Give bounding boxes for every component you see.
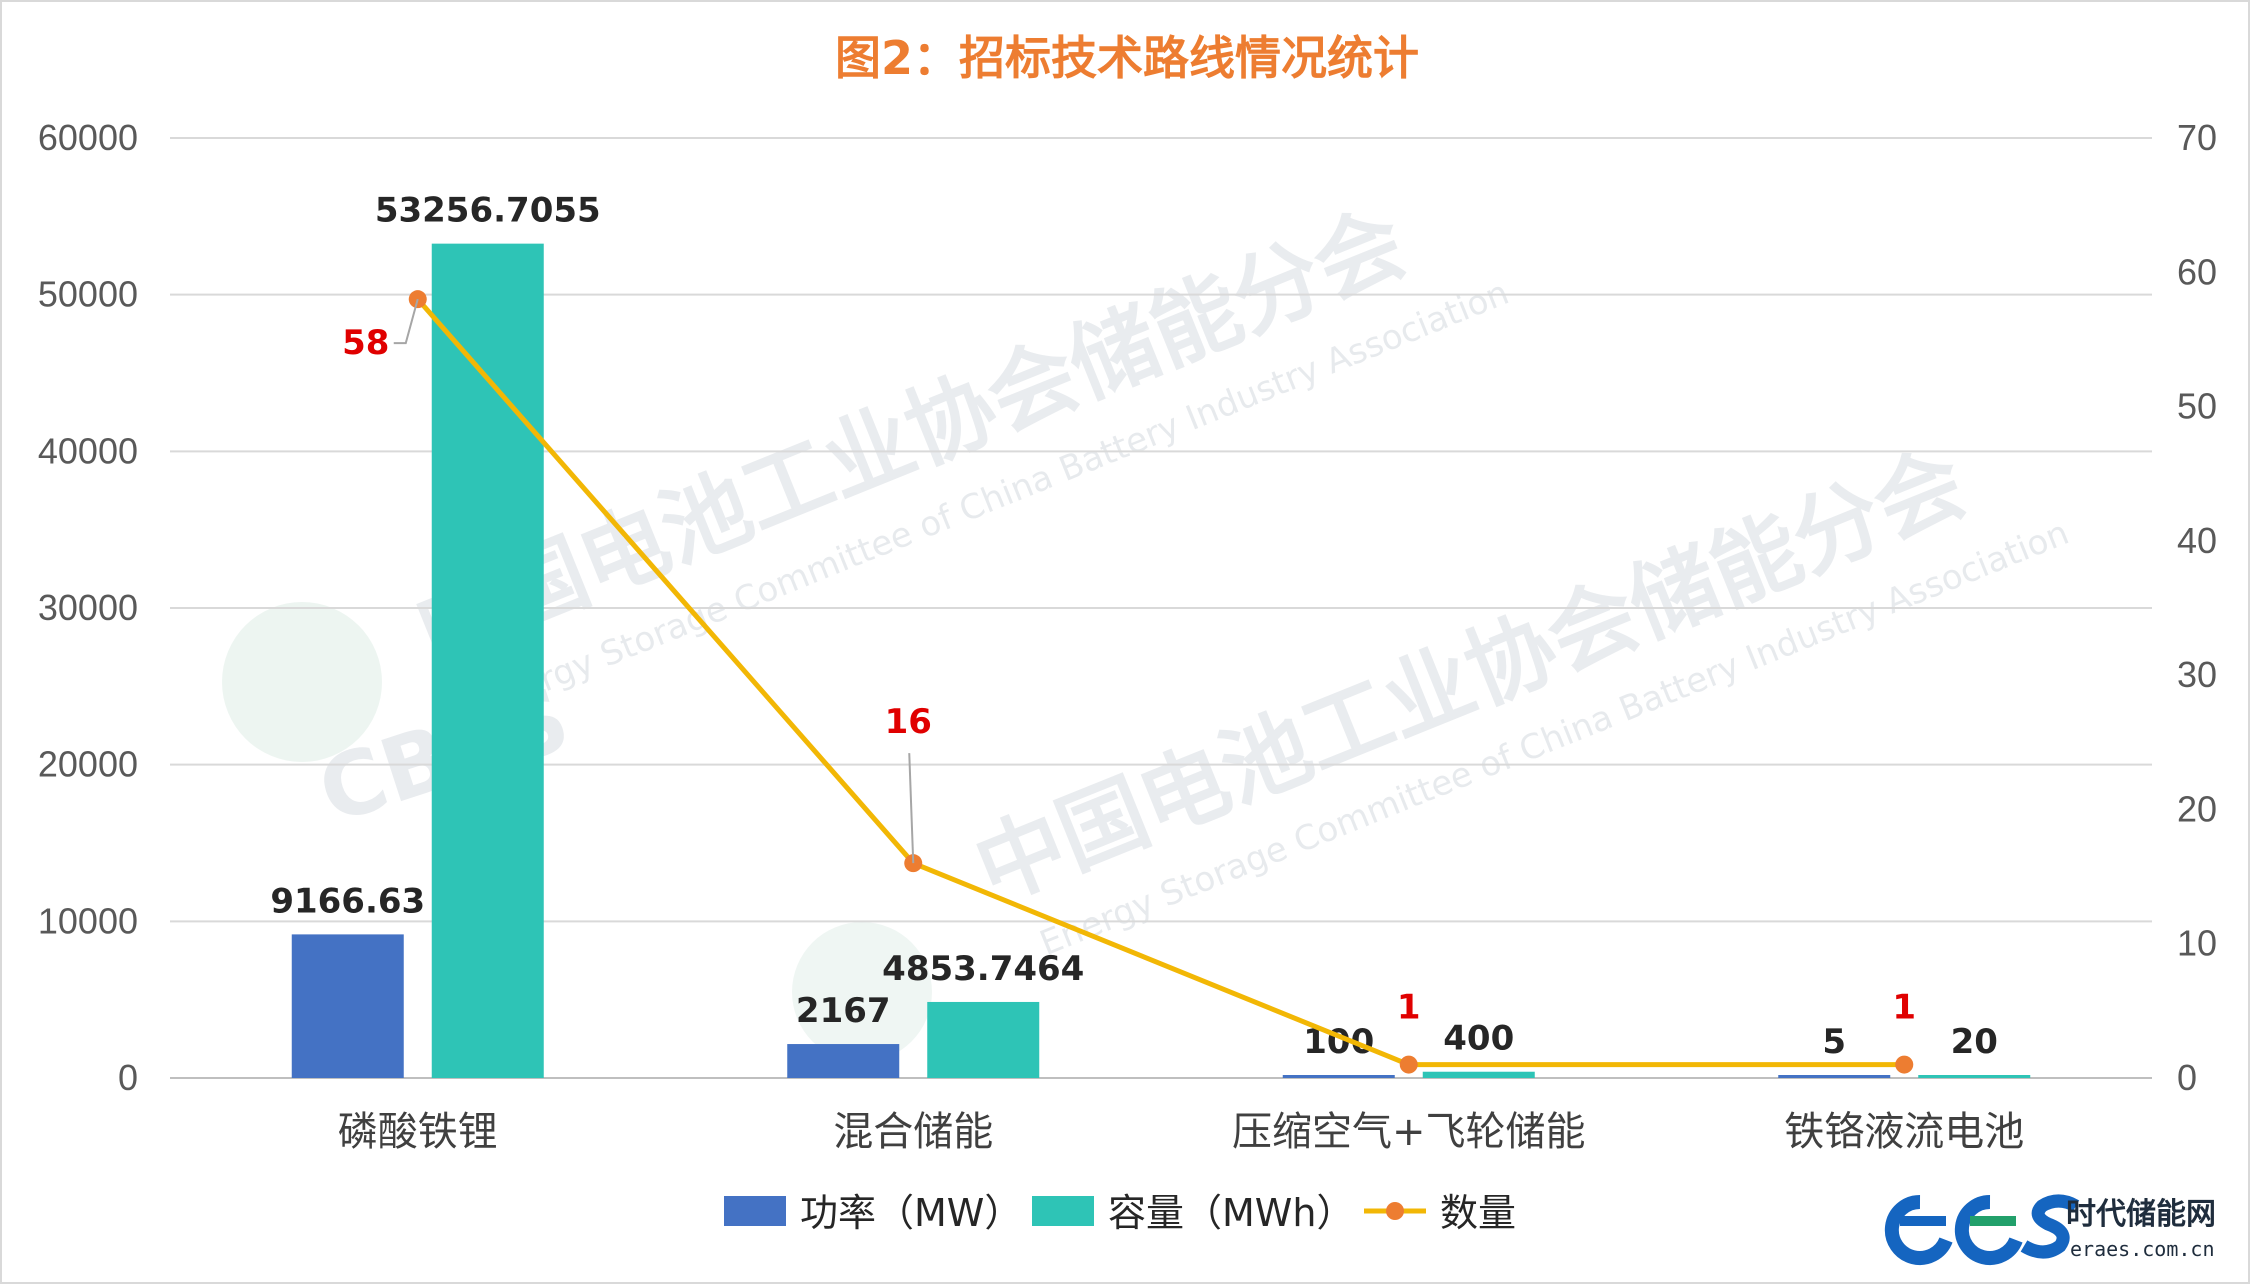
legend-power-swatch bbox=[724, 1196, 786, 1226]
capacity-bar bbox=[927, 1001, 1040, 1078]
count-data-label: 58 bbox=[342, 323, 389, 363]
y-left-tick-label: 40000 bbox=[38, 430, 138, 471]
count-data-label: 16 bbox=[885, 702, 932, 742]
capacity-data-label: 20 bbox=[1951, 1022, 1998, 1062]
count-marker bbox=[1399, 1055, 1418, 1074]
y-left-tick-label: 0 bbox=[118, 1057, 138, 1098]
power-data-label: 2167 bbox=[796, 991, 891, 1031]
count-marker bbox=[1895, 1055, 1914, 1074]
power-data-label: 5 bbox=[1822, 1022, 1846, 1062]
y-left-tick-label: 60000 bbox=[38, 117, 138, 158]
x-category-label: 磷酸铁锂 bbox=[338, 1109, 498, 1155]
brand-name: 时代储能网 bbox=[2066, 1197, 2216, 1232]
y-right-tick-label: 50 bbox=[2177, 386, 2217, 427]
watermark-cn-2: 中国电池工业协会储能分会 bbox=[961, 430, 1979, 921]
y-axis-right: 0 10 20 30 40 50 60 70 bbox=[2177, 117, 2217, 1098]
power-bar bbox=[1778, 1075, 1891, 1078]
brand-logo: 时代储能网 eraes.com.cn bbox=[1884, 1194, 2216, 1265]
capacity-bar bbox=[1422, 1071, 1535, 1078]
y-left-tick-label: 30000 bbox=[38, 587, 138, 628]
legend-count-label: 数量 bbox=[1440, 1191, 1516, 1235]
brand-url: eraes.com.cn bbox=[2070, 1237, 2215, 1261]
y-axis-left: 0 10000 20000 30000 40000 50000 60000 bbox=[38, 117, 138, 1098]
power-data-label: 9166.63 bbox=[270, 881, 425, 921]
power-bar bbox=[787, 1044, 900, 1078]
x-category-label: 压缩空气+飞轮储能 bbox=[1232, 1109, 1586, 1155]
power-bar bbox=[1282, 1075, 1395, 1078]
y-right-tick-label: 10 bbox=[2177, 923, 2217, 964]
count-line bbox=[415, 297, 1905, 1068]
y-left-tick-label: 10000 bbox=[38, 900, 138, 941]
capacity-data-label: 4853.7464 bbox=[882, 949, 1084, 989]
count-data-label: 1 bbox=[1397, 988, 1421, 1028]
y-left-tick-label: 50000 bbox=[38, 274, 138, 315]
count-data-label: 1 bbox=[1892, 988, 1916, 1028]
x-category-label: 混合储能 bbox=[833, 1109, 993, 1155]
y-right-tick-label: 40 bbox=[2177, 520, 2217, 561]
watermark-logo-icon bbox=[222, 602, 382, 762]
y-right-tick-label: 60 bbox=[2177, 251, 2217, 292]
chart-title: 图2：招标技术路线情况统计 bbox=[835, 31, 1419, 85]
y-right-tick-label: 30 bbox=[2177, 654, 2217, 695]
capacity-bar bbox=[431, 243, 544, 1078]
capacity-data-label: 53256.7055 bbox=[375, 191, 601, 231]
ees-logo-icon bbox=[1884, 1194, 2080, 1265]
legend-capacity-swatch bbox=[1032, 1196, 1094, 1226]
x-axis: 磷酸铁锂 混合储能 压缩空气+飞轮储能 铁铬液流电池 bbox=[338, 1109, 2025, 1155]
legend-count-marker bbox=[1386, 1202, 1404, 1220]
y-right-tick-label: 70 bbox=[2177, 117, 2217, 158]
leader-line bbox=[908, 753, 915, 864]
y-right-tick-label: 20 bbox=[2177, 788, 2217, 829]
bars bbox=[291, 243, 2031, 1078]
y-left-tick-label: 20000 bbox=[38, 744, 138, 785]
y-right-tick-label: 0 bbox=[2177, 1057, 2197, 1098]
legend-power-label: 功率（MW） bbox=[800, 1191, 1022, 1235]
x-category-label: 铁铬液流电池 bbox=[1784, 1109, 2024, 1155]
legend-capacity-label: 容量（MWh） bbox=[1108, 1191, 1354, 1235]
count-line-series: 58 16 1 1 bbox=[342, 290, 1916, 1074]
capacity-bar bbox=[1918, 1075, 2031, 1078]
legend: 功率（MW） 容量（MWh） 数量 bbox=[724, 1191, 1516, 1235]
capacity-data-label: 400 bbox=[1443, 1019, 1514, 1059]
leader-line bbox=[393, 298, 419, 345]
watermark-logo-icon-2 bbox=[792, 922, 932, 1062]
power-bar bbox=[291, 934, 404, 1078]
